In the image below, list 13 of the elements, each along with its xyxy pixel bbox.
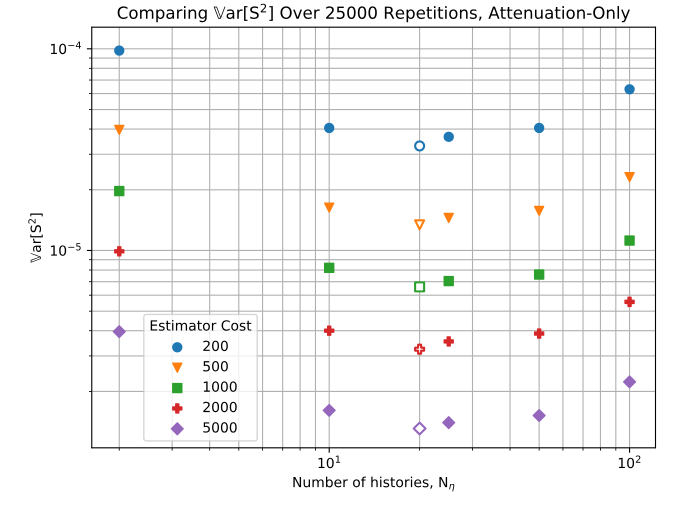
y-axis-title: 𝕍ar[S$^{2}$] [28, 213, 43, 263]
legend-title: Estimator Cost [150, 320, 252, 331]
x-tick-label: 10$^{2}$ [618, 455, 640, 468]
x-axis-title: Number of histories, N$_{η}$ [293, 476, 454, 492]
legend-label: 5000 [203, 422, 237, 433]
y-tick-label: 10$^{−5}$ [50, 243, 81, 256]
legend-label: 1000 [204, 381, 237, 392]
chart-title: Comparing 𝕍ar[S$^{2}$] Over 25000 Repetitions, Attenuation-Only [118, 4, 630, 22]
x-tick-label: 10$^{1}$ [318, 456, 340, 468]
y-tick-label: 10$^{−4}$ [50, 42, 81, 54]
legend-label: 2000 [203, 402, 237, 412]
legend-label: 200 [203, 340, 228, 352]
legend-label: 500 [203, 360, 228, 372]
